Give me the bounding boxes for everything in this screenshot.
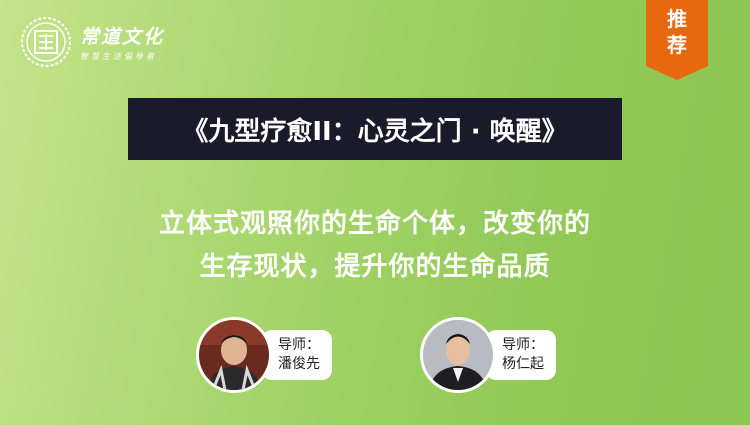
brand-logo-icon (21, 17, 71, 67)
teacher-name: 潘俊先 (278, 356, 320, 372)
badge-line-2: 荐 (667, 33, 687, 57)
teacher-tag: 导师： 潘俊先 (262, 330, 332, 380)
course-title-text: 《九型疗愈II：心灵之门 · 唤醒》 (182, 116, 568, 147)
course-title: 《九型疗愈II：心灵之门 · 唤醒》 (128, 98, 622, 160)
teacher-card-1: 导师： 潘俊先 (196, 317, 332, 393)
teacher-role: 导师： (502, 337, 544, 353)
badge-line-1: 推 (667, 7, 687, 31)
teacher-card-2: 导师： 杨仁起 (420, 317, 556, 393)
teacher-avatar (420, 317, 496, 393)
subtitle-line-1: 立体式观照你的生命个体，改变你的 (158, 209, 591, 239)
brand-tagline: 智慧生活倡导者 (80, 52, 157, 61)
teacher-tag: 导师： 杨仁起 (486, 330, 556, 380)
recommend-badge: 推 荐 (646, 6, 708, 58)
brand-block: 常道文化 智慧生活倡导者 (80, 22, 164, 62)
teacher-role: 导师： (278, 337, 320, 353)
teacher-name: 杨仁起 (502, 356, 544, 372)
recommend-ribbon-icon (646, 0, 708, 80)
brand-name: 常道文化 (80, 26, 165, 48)
subtitle-line-2: 生存现状，提升你的生命品质 (199, 252, 551, 282)
teacher-avatar (196, 317, 272, 393)
